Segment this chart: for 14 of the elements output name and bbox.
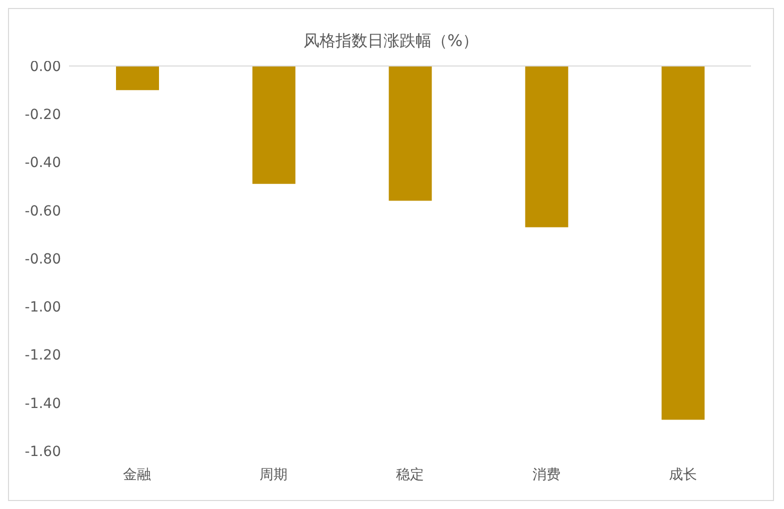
y-tick-label: -0.60 [24, 203, 61, 220]
x-tick-label: 金融 [123, 466, 152, 483]
y-tick-label: -0.20 [24, 107, 61, 124]
x-tick-label: 稳定 [396, 466, 424, 483]
x-tick-label: 周期 [260, 466, 288, 483]
y-tick-label: -1.60 [24, 444, 61, 460]
y-tick-label: -0.40 [24, 155, 61, 172]
y-tick-label: -0.80 [24, 251, 61, 268]
x-tick-label: 消费 [532, 466, 560, 483]
x-tick-label: 成长 [668, 466, 697, 483]
chart-title: 风格指数日涨跌幅（%） [303, 31, 479, 50]
y-tick-label: -1.40 [24, 396, 61, 412]
y-tick-label: -1.20 [24, 348, 61, 364]
y-tick-label: -1.00 [24, 300, 61, 316]
